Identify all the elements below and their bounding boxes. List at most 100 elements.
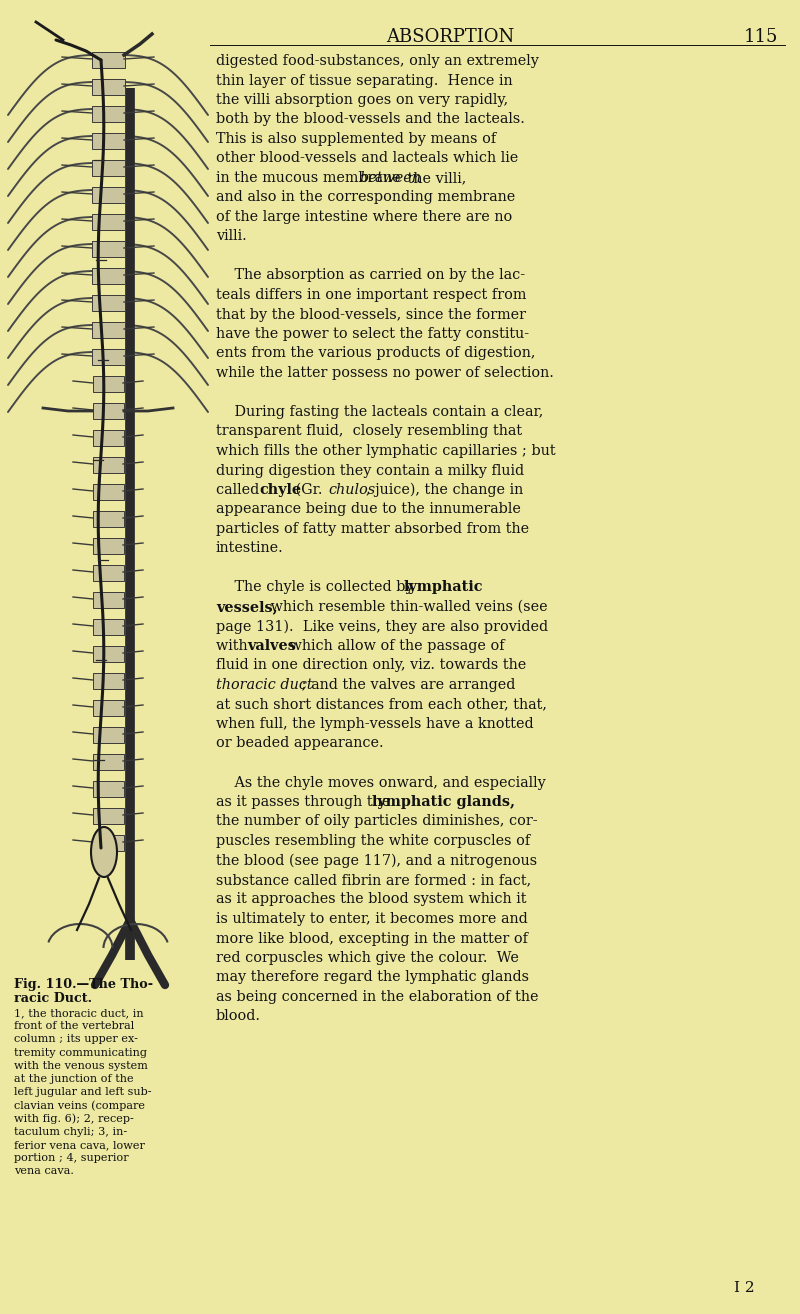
Text: that by the blood-vessels, since the former: that by the blood-vessels, since the for… — [216, 307, 526, 322]
Text: have the power to select the fatty constitu-: have the power to select the fatty const… — [216, 327, 529, 342]
Text: the villi,: the villi, — [403, 171, 466, 185]
Text: villi.: villi. — [216, 230, 246, 243]
Text: when full, the lymph-vessels have a knotted: when full, the lymph-vessels have a knot… — [216, 717, 534, 731]
Text: page 131).  Like veins, they are also provided: page 131). Like veins, they are also pro… — [216, 619, 548, 633]
FancyBboxPatch shape — [91, 159, 125, 176]
Text: substance called fibrin are formed : in fact,: substance called fibrin are formed : in … — [216, 872, 531, 887]
Text: red corpuscles which give the colour.  We: red corpuscles which give the colour. We — [216, 951, 519, 964]
Text: 1, the thoracic duct, in: 1, the thoracic duct, in — [14, 1008, 144, 1018]
Text: lymphatic: lymphatic — [403, 581, 482, 594]
Text: 115: 115 — [744, 28, 778, 46]
Text: Fig. 110.—The Tho-: Fig. 110.—The Tho- — [14, 978, 153, 991]
Text: , juice), the change in: , juice), the change in — [366, 484, 523, 498]
Text: vena cava.: vena cava. — [14, 1167, 74, 1176]
FancyBboxPatch shape — [91, 348, 125, 364]
FancyBboxPatch shape — [93, 537, 123, 553]
Text: which resemble thin-walled veins (see: which resemble thin-walled veins (see — [266, 600, 547, 614]
Text: as it approaches the blood system which it: as it approaches the blood system which … — [216, 892, 526, 907]
Text: may therefore regard the lymphatic glands: may therefore regard the lymphatic gland… — [216, 971, 529, 984]
Text: lymphatic glands,: lymphatic glands, — [372, 795, 515, 809]
Text: valves: valves — [247, 639, 296, 653]
Text: or beaded appearance.: or beaded appearance. — [216, 737, 384, 750]
FancyBboxPatch shape — [91, 213, 125, 230]
Text: blood.: blood. — [216, 1009, 261, 1024]
Text: This is also supplemented by means of: This is also supplemented by means of — [216, 131, 496, 146]
Text: thin layer of tissue separating.  Hence in: thin layer of tissue separating. Hence i… — [216, 74, 513, 88]
FancyBboxPatch shape — [93, 699, 123, 716]
Text: the villi absorption goes on very rapidly,: the villi absorption goes on very rapidl… — [216, 93, 508, 106]
Text: called: called — [216, 484, 264, 497]
Text: ferior vena cava, lower: ferior vena cava, lower — [14, 1141, 145, 1150]
Text: at such short distances from each other, that,: at such short distances from each other,… — [216, 698, 547, 711]
Text: portion ; 4, superior: portion ; 4, superior — [14, 1154, 129, 1163]
FancyBboxPatch shape — [93, 645, 123, 661]
Text: with: with — [216, 639, 252, 653]
FancyBboxPatch shape — [91, 133, 125, 148]
Text: intestine.: intestine. — [216, 541, 284, 556]
FancyBboxPatch shape — [93, 834, 123, 850]
FancyBboxPatch shape — [93, 456, 123, 473]
FancyBboxPatch shape — [93, 673, 123, 689]
Text: thoracic duct: thoracic duct — [216, 678, 313, 692]
Text: with fig. 6); 2, recep-: with fig. 6); 2, recep- — [14, 1113, 134, 1125]
FancyBboxPatch shape — [93, 727, 123, 742]
Text: The chyle is collected by: The chyle is collected by — [216, 581, 418, 594]
Text: of the large intestine where there are no: of the large intestine where there are n… — [216, 210, 512, 223]
FancyBboxPatch shape — [93, 511, 123, 527]
FancyBboxPatch shape — [93, 484, 123, 499]
Text: digested food-substances, only an extremely: digested food-substances, only an extrem… — [216, 54, 539, 68]
FancyBboxPatch shape — [93, 619, 123, 635]
Text: fluid in one direction only, viz. towards the: fluid in one direction only, viz. toward… — [216, 658, 526, 673]
Text: during digestion they contain a milky fluid: during digestion they contain a milky fl… — [216, 464, 524, 477]
FancyBboxPatch shape — [93, 753, 123, 770]
FancyBboxPatch shape — [93, 591, 123, 607]
Text: column ; its upper ex-: column ; its upper ex- — [14, 1034, 138, 1045]
Text: which fills the other lymphatic capillaries ; but: which fills the other lymphatic capillar… — [216, 444, 556, 459]
Text: between: between — [359, 171, 422, 185]
Text: which allow of the passage of: which allow of the passage of — [285, 639, 504, 653]
Text: chyle: chyle — [260, 484, 302, 497]
FancyBboxPatch shape — [91, 187, 125, 202]
Text: ents from the various products of digestion,: ents from the various products of digest… — [216, 347, 535, 360]
Text: tremity communicating: tremity communicating — [14, 1047, 147, 1058]
Text: more like blood, excepting in the matter of: more like blood, excepting in the matter… — [216, 932, 528, 946]
Text: vessels,: vessels, — [216, 600, 278, 614]
Text: clavian veins (compare: clavian veins (compare — [14, 1100, 145, 1110]
Text: (Gr.: (Gr. — [291, 484, 327, 497]
Text: as being concerned in the elaboration of the: as being concerned in the elaboration of… — [216, 989, 538, 1004]
Text: I 2: I 2 — [734, 1281, 755, 1296]
FancyBboxPatch shape — [93, 781, 123, 796]
FancyBboxPatch shape — [93, 402, 123, 418]
FancyBboxPatch shape — [91, 322, 125, 338]
Text: During fasting the lacteals contain a clear,: During fasting the lacteals contain a cl… — [216, 405, 543, 419]
Text: in the mucous membrane: in the mucous membrane — [216, 171, 406, 185]
Text: teals differs in one important respect from: teals differs in one important respect f… — [216, 288, 526, 302]
FancyBboxPatch shape — [93, 430, 123, 445]
FancyBboxPatch shape — [91, 294, 125, 310]
Text: The absorption as carried on by the lac-: The absorption as carried on by the lac- — [216, 268, 525, 283]
Text: taculum chyli; 3, in-: taculum chyli; 3, in- — [14, 1127, 127, 1137]
Text: transparent fluid,  closely resembling that: transparent fluid, closely resembling th… — [216, 424, 522, 439]
FancyBboxPatch shape — [93, 376, 123, 392]
Text: ABSORPTION: ABSORPTION — [386, 28, 514, 46]
Text: racic Duct.: racic Duct. — [14, 992, 92, 1005]
Text: chulos: chulos — [328, 484, 375, 497]
Text: As the chyle moves onward, and especially: As the chyle moves onward, and especiall… — [216, 775, 546, 790]
Text: the number of oily particles diminishes, cor-: the number of oily particles diminishes,… — [216, 815, 538, 829]
FancyBboxPatch shape — [93, 808, 123, 824]
FancyBboxPatch shape — [93, 565, 123, 581]
FancyBboxPatch shape — [91, 105, 125, 121]
Text: is ultimately to enter, it becomes more and: is ultimately to enter, it becomes more … — [216, 912, 528, 926]
Text: puscles resembling the white corpuscles of: puscles resembling the white corpuscles … — [216, 834, 530, 848]
Text: the blood (see page 117), and a nitrogenous: the blood (see page 117), and a nitrogen… — [216, 854, 537, 867]
Text: other blood-vessels and lacteals which lie: other blood-vessels and lacteals which l… — [216, 151, 518, 166]
Text: as it passes through the: as it passes through the — [216, 795, 395, 809]
FancyBboxPatch shape — [91, 51, 125, 67]
FancyBboxPatch shape — [91, 268, 125, 284]
Text: with the venous system: with the venous system — [14, 1060, 148, 1071]
Text: both by the blood-vessels and the lacteals.: both by the blood-vessels and the lactea… — [216, 113, 525, 126]
Text: particles of fatty matter absorbed from the: particles of fatty matter absorbed from … — [216, 522, 529, 536]
Text: ; and the valves are arranged: ; and the valves are arranged — [297, 678, 515, 692]
Text: at the junction of the: at the junction of the — [14, 1074, 134, 1084]
Text: while the latter possess no power of selection.: while the latter possess no power of sel… — [216, 367, 554, 380]
